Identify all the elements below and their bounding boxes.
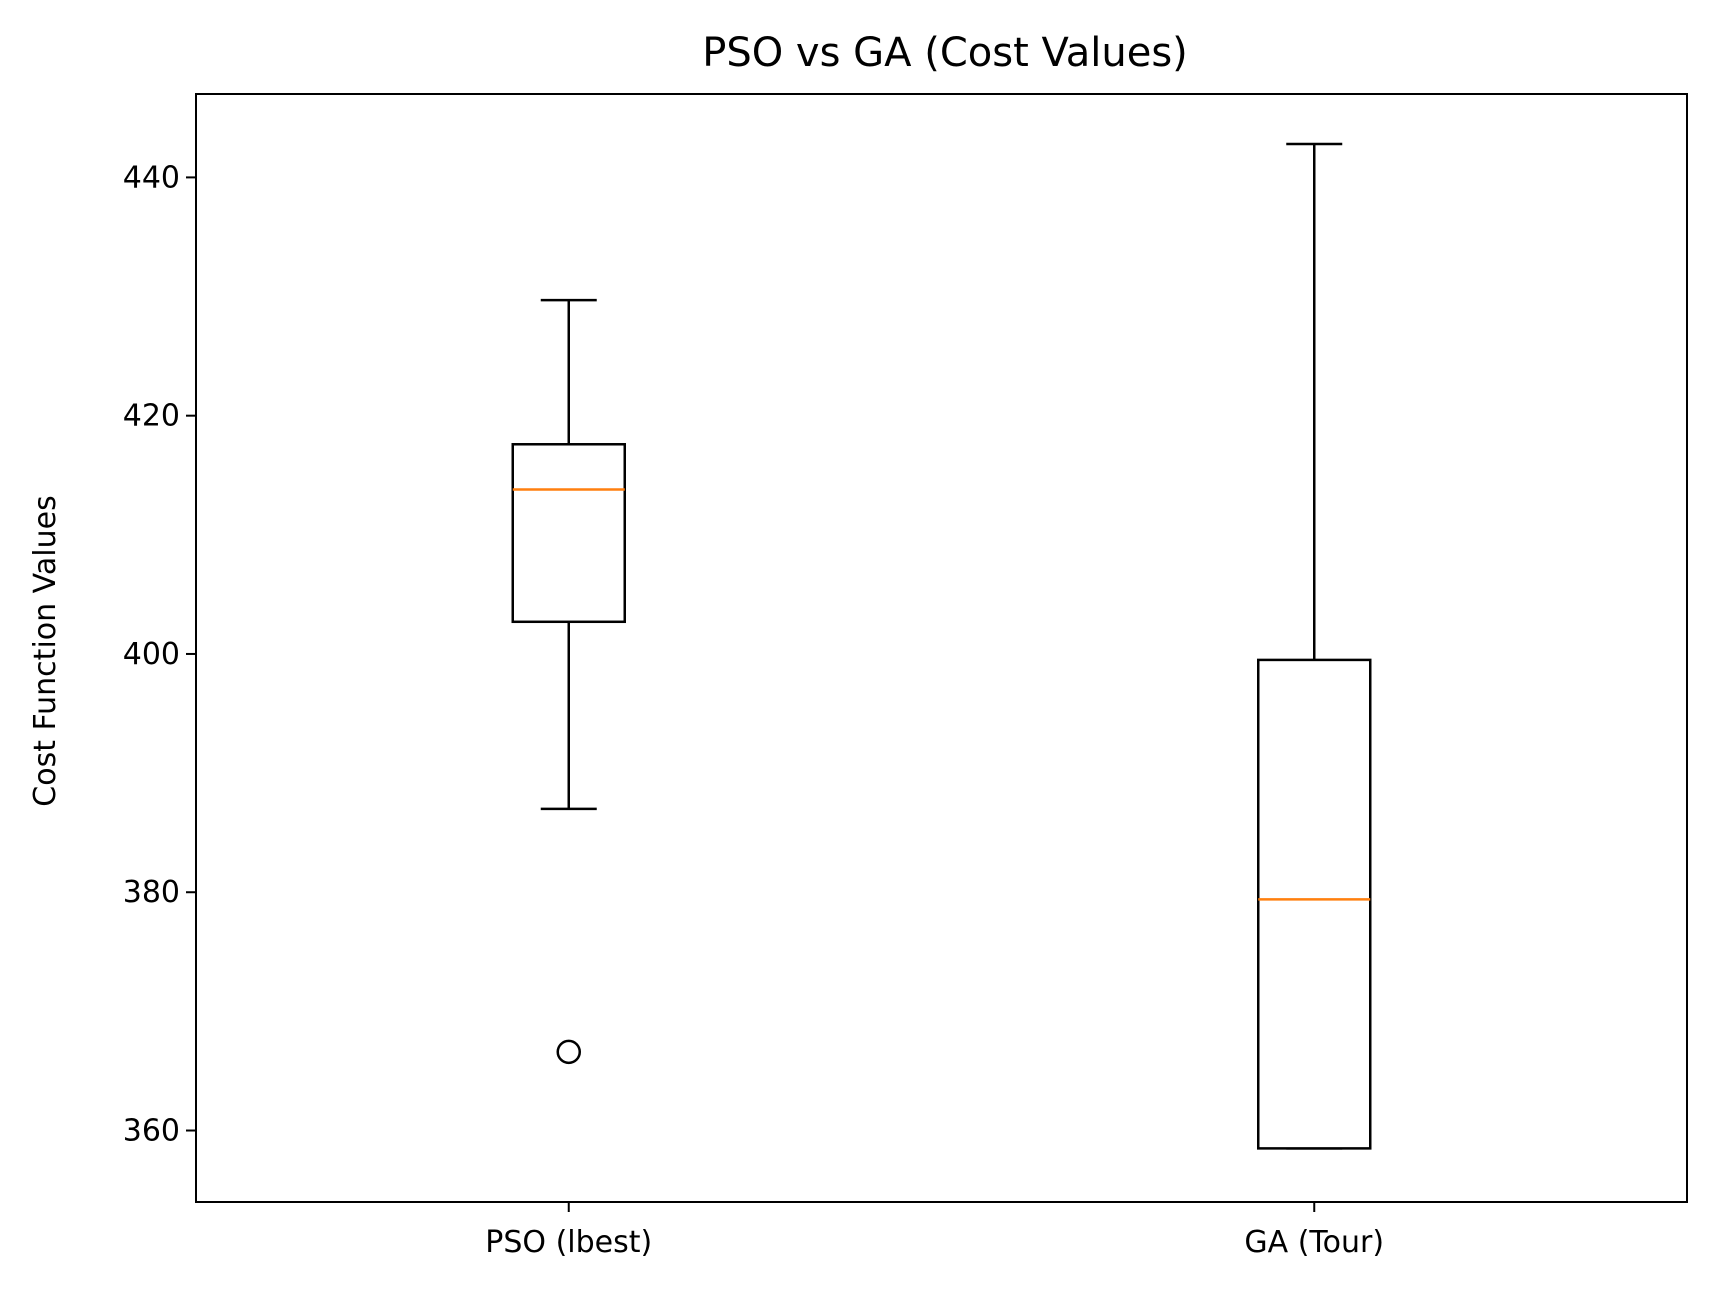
y-tick-label: 440 — [123, 160, 180, 195]
chart-title: PSO vs GA (Cost Values) — [702, 30, 1188, 76]
box-series — [1257, 142, 1372, 1150]
x-axis: PSO (lbest) GA (Tour) — [485, 1202, 1384, 1260]
iqr-box — [511, 443, 626, 624]
y-tick-label: 380 — [123, 875, 180, 910]
x-tick-label: PSO (lbest) — [485, 1225, 652, 1260]
outlier-point — [556, 1039, 581, 1065]
x-tick-label: GA (Tour) — [1244, 1225, 1384, 1260]
y-tick-label: 420 — [123, 399, 180, 434]
plot-area-frame — [195, 93, 1688, 1203]
y-tick-label: 400 — [123, 637, 180, 672]
y-axis-label: Cost Function Values — [28, 495, 63, 806]
iqr-box — [1257, 658, 1372, 1150]
boxes — [511, 142, 1372, 1150]
box-series — [511, 298, 626, 1065]
y-axis: 360 380 400 420 440 — [123, 160, 196, 1149]
y-tick-label: 360 — [123, 1114, 180, 1149]
